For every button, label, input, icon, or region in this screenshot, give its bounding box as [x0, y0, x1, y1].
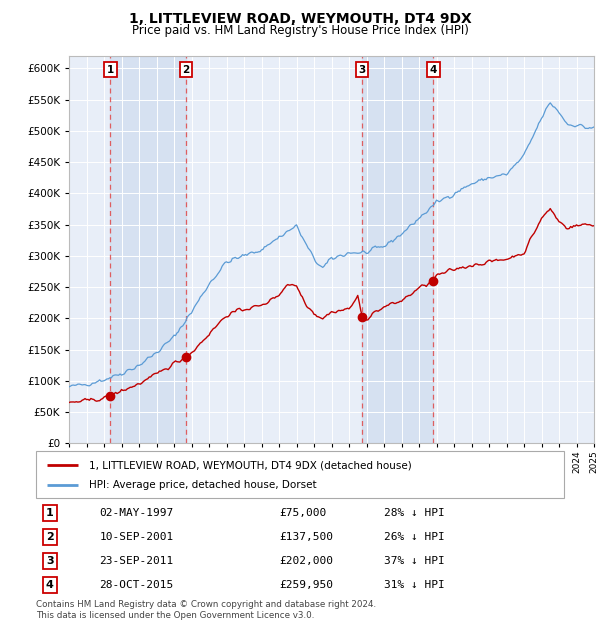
Text: 3: 3 — [358, 64, 365, 74]
Text: 1: 1 — [46, 508, 53, 518]
Text: 02-MAY-1997: 02-MAY-1997 — [100, 508, 174, 518]
Text: 28-OCT-2015: 28-OCT-2015 — [100, 580, 174, 590]
Text: 1: 1 — [107, 64, 114, 74]
Text: £202,000: £202,000 — [279, 556, 333, 566]
Text: 37% ↓ HPI: 37% ↓ HPI — [384, 556, 445, 566]
Text: 1, LITTLEVIEW ROAD, WEYMOUTH, DT4 9DX (detached house): 1, LITTLEVIEW ROAD, WEYMOUTH, DT4 9DX (d… — [89, 460, 412, 471]
Text: 26% ↓ HPI: 26% ↓ HPI — [384, 532, 445, 542]
Text: £75,000: £75,000 — [279, 508, 326, 518]
Text: 1, LITTLEVIEW ROAD, WEYMOUTH, DT4 9DX: 1, LITTLEVIEW ROAD, WEYMOUTH, DT4 9DX — [128, 12, 472, 27]
Text: 4: 4 — [430, 64, 437, 74]
Bar — [362, 56, 433, 443]
Text: £259,950: £259,950 — [279, 580, 333, 590]
Bar — [110, 56, 186, 443]
Text: Price paid vs. HM Land Registry's House Price Index (HPI): Price paid vs. HM Land Registry's House … — [131, 24, 469, 37]
Text: 3: 3 — [46, 556, 53, 566]
Text: 4: 4 — [46, 580, 54, 590]
Text: 2: 2 — [46, 532, 53, 542]
Text: HPI: Average price, detached house, Dorset: HPI: Average price, detached house, Dors… — [89, 480, 316, 490]
Text: £137,500: £137,500 — [279, 532, 333, 542]
Text: 23-SEP-2011: 23-SEP-2011 — [100, 556, 174, 566]
Text: Contains HM Land Registry data © Crown copyright and database right 2024.
This d: Contains HM Land Registry data © Crown c… — [36, 600, 376, 619]
Text: 31% ↓ HPI: 31% ↓ HPI — [384, 580, 445, 590]
Text: 2: 2 — [182, 64, 190, 74]
Text: 28% ↓ HPI: 28% ↓ HPI — [384, 508, 445, 518]
Text: 10-SEP-2001: 10-SEP-2001 — [100, 532, 174, 542]
